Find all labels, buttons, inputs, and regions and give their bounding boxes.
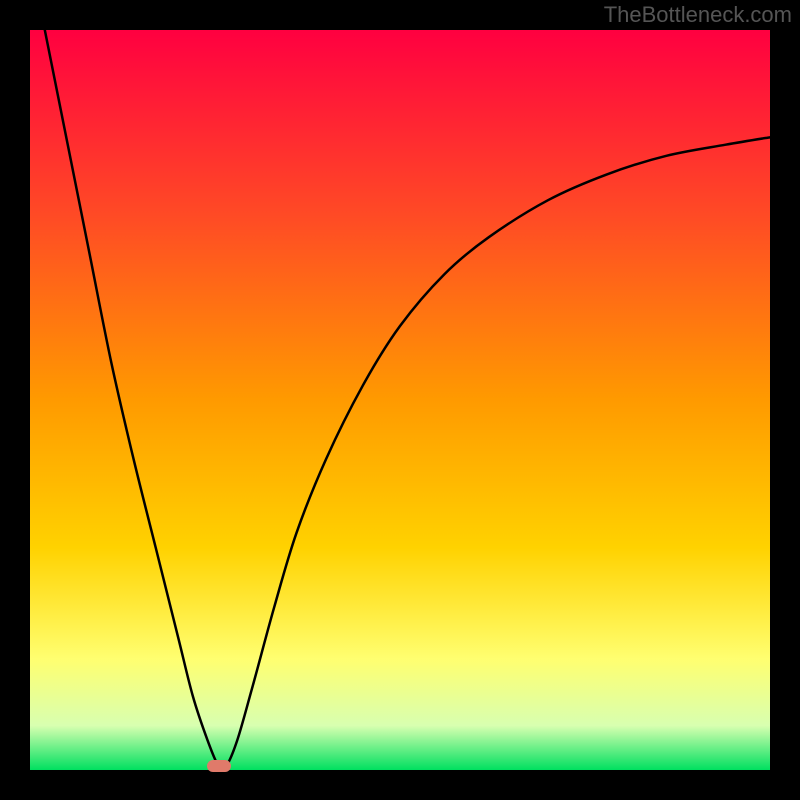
bottleneck-curve <box>30 30 770 770</box>
optimum-marker <box>207 760 231 772</box>
chart-canvas: TheBottleneck.com <box>0 0 800 800</box>
watermark-text: TheBottleneck.com <box>604 2 792 28</box>
plot-area <box>30 30 770 770</box>
curve-path <box>45 30 770 770</box>
